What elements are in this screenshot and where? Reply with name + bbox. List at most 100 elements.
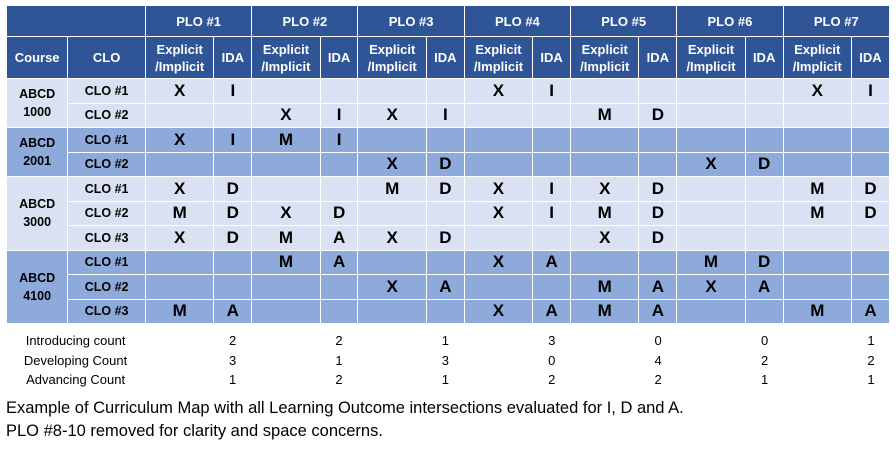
count-spacer	[464, 331, 533, 351]
explicit-label: Explicit	[475, 41, 522, 57]
explicit-implicit-cell	[676, 176, 746, 202]
count-spacer	[145, 370, 214, 390]
ida-cell: A	[638, 298, 678, 324]
explicit-implicit-header: Explicit/Implicit	[357, 36, 427, 79]
count-value: 2	[867, 352, 875, 368]
count-label: Developing Count	[23, 352, 128, 368]
ida-cell	[532, 127, 572, 153]
count-label: Advancing Count	[26, 372, 126, 388]
table-row: ABCD 3000 CLO #1 X D M D X I X D M D	[5, 176, 890, 251]
explicit-implicit-cell	[676, 127, 746, 153]
plo-header: PLO #6	[676, 5, 784, 37]
explicit-implicit-cell: X	[782, 78, 853, 104]
ida-cell	[213, 151, 253, 177]
explicit-label: Explicit	[262, 41, 310, 57]
explicit-implicit-header: Explicit/Implicit	[144, 36, 215, 79]
explicit-implicit-cell: M	[570, 102, 640, 128]
course-cell: ABCD 2001	[5, 127, 69, 177]
caption-line-1: Example of Curriculum Map with all Learn…	[6, 399, 684, 417]
explicit-label: Explicit	[794, 41, 841, 57]
ida-cell	[638, 127, 678, 153]
explicit-implicit-header: Explicit/Implicit	[251, 36, 321, 79]
ida-cell: D	[638, 102, 678, 128]
explicit-implicit-cell: M	[251, 127, 321, 153]
count-value: 1	[441, 333, 449, 349]
clo-cell: CLO #2	[67, 274, 146, 300]
course-code: ABCD	[19, 87, 56, 101]
ida-cell	[851, 225, 890, 251]
plo-header: PLO #2	[251, 5, 359, 37]
explicit-implicit-cell	[782, 274, 853, 300]
caption-line-2: PLO #8-10 removed for clarity and space …	[6, 422, 383, 440]
count-value: 1	[228, 372, 237, 388]
explicit-implicit-cell: X	[357, 102, 427, 128]
count-value: 4	[654, 352, 662, 368]
ida-header: IDA	[425, 36, 465, 79]
explicit-implicit-cell: X	[144, 78, 215, 104]
explicit-implicit-cell: X	[570, 176, 640, 202]
count-spacer	[677, 331, 746, 351]
ida-cell: D	[851, 176, 890, 202]
explicit-implicit-header: Explicit/Implicit	[463, 36, 534, 79]
plo-header: PLO #5	[570, 5, 678, 37]
explicit-implicit-cell: X	[463, 298, 534, 324]
clo-cell: CLO #2	[67, 151, 146, 177]
explicit-implicit-cell: X	[570, 225, 640, 251]
explicit-implicit-cell: X	[357, 225, 427, 251]
explicit-implicit-cell: X	[357, 274, 427, 300]
clo-cell: CLO #2	[67, 200, 146, 226]
count-row: Introducing count 2 2 1 3 0 0 1	[6, 331, 890, 351]
ida-cell: D	[213, 176, 253, 202]
ida-cell	[319, 298, 359, 324]
explicit-implicit-cell: M	[570, 274, 640, 300]
ida-cell	[744, 127, 784, 153]
implicit-label: /Implicit	[792, 58, 842, 74]
clo-cell: CLO #1	[67, 249, 146, 275]
plo-header: PLO #7	[782, 5, 891, 37]
explicit-implicit-cell	[251, 298, 321, 324]
course-cell: ABCD 3000	[5, 176, 69, 251]
clo-cell: CLO #2	[67, 102, 146, 128]
ida-cell: D	[851, 200, 890, 226]
course-column-header: Course	[5, 36, 69, 79]
ida-cell: I	[213, 78, 253, 104]
explicit-implicit-cell	[782, 151, 853, 177]
explicit-implicit-cell: M	[782, 200, 853, 226]
ida-cell: I	[532, 78, 572, 104]
implicit-label: /Implicit	[580, 58, 630, 74]
explicit-implicit-cell	[251, 274, 321, 300]
count-value: 1	[867, 333, 875, 349]
plo-header-row: PLO #1 PLO #2 PLO #3 PLO #4 PLO #5 PLO #…	[6, 5, 891, 37]
clo-cell: CLO #3	[67, 298, 146, 324]
implicit-label: /Implicit	[686, 58, 736, 74]
ida-cell	[213, 102, 253, 128]
count-spacer	[571, 370, 640, 390]
ida-cell: A	[851, 298, 890, 324]
explicit-implicit-cell: X	[463, 78, 534, 104]
explicit-implicit-cell	[676, 102, 746, 128]
ida-cell	[532, 225, 572, 251]
count-value: 0	[548, 352, 556, 368]
implicit-label: /Implicit	[367, 58, 417, 74]
explicit-implicit-cell: X	[676, 151, 746, 177]
explicit-implicit-cell	[357, 200, 427, 226]
explicit-implicit-cell: X	[676, 274, 746, 300]
course-number: 3000	[23, 215, 52, 230]
explicit-implicit-cell: X	[144, 176, 215, 202]
course-code: ABCD	[19, 136, 56, 150]
count-spacer	[252, 331, 321, 351]
explicit-implicit-cell	[570, 151, 640, 177]
ida-cell: D	[744, 151, 784, 177]
ida-cell: D	[213, 225, 253, 251]
count-spacer	[252, 370, 321, 390]
count-value: 2	[228, 333, 237, 349]
explicit-implicit-cell: M	[570, 200, 640, 226]
explicit-implicit-cell	[676, 298, 746, 324]
explicit-implicit-cell	[144, 274, 215, 300]
ida-cell	[213, 249, 253, 275]
ida-cell: D	[744, 249, 784, 275]
table-row: CLO #2 X A M A X A	[7, 274, 890, 300]
ida-cell	[532, 274, 572, 300]
ida-cell	[744, 298, 784, 324]
implicit-label: /Implicit	[155, 58, 205, 74]
